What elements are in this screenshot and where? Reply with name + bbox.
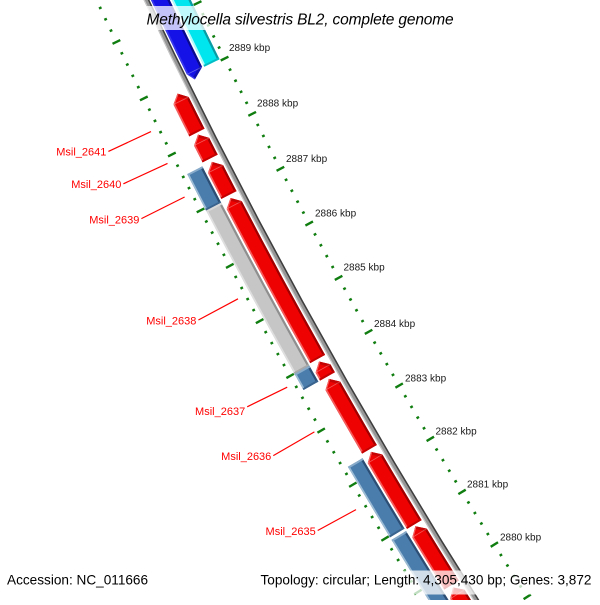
svg-text:Methylocella silvestris BL2, c: Methylocella silvestris BL2, complete ge…: [147, 12, 455, 29]
svg-text:Msil_2636: Msil_2636: [221, 451, 271, 463]
svg-text:2888 kbp: 2888 kbp: [257, 99, 299, 110]
svg-text:2889 kbp: 2889 kbp: [229, 43, 271, 54]
svg-text:2882 kbp: 2882 kbp: [436, 427, 478, 438]
svg-text:2880 kbp: 2880 kbp: [500, 533, 542, 544]
svg-text:2885 kbp: 2885 kbp: [344, 263, 386, 274]
svg-text:Msil_2638: Msil_2638: [146, 316, 196, 328]
svg-text:Accession: NC_011666: Accession: NC_011666: [7, 573, 148, 588]
svg-text:Topology: circular; Length: 4,: Topology: circular; Length: 4,305,430 bp…: [260, 573, 591, 588]
svg-text:2883 kbp: 2883 kbp: [405, 374, 447, 385]
svg-text:Msil_2641: Msil_2641: [56, 146, 106, 158]
svg-text:2881 kbp: 2881 kbp: [467, 480, 509, 491]
svg-text:2887 kbp: 2887 kbp: [286, 154, 328, 165]
svg-text:Msil_2637: Msil_2637: [195, 406, 245, 418]
svg-text:2884 kbp: 2884 kbp: [374, 319, 416, 330]
svg-text:2886 kbp: 2886 kbp: [315, 209, 357, 220]
svg-text:Msil_2635: Msil_2635: [266, 526, 316, 538]
svg-text:Msil_2639: Msil_2639: [89, 214, 139, 226]
svg-text:Msil_2640: Msil_2640: [71, 179, 121, 191]
